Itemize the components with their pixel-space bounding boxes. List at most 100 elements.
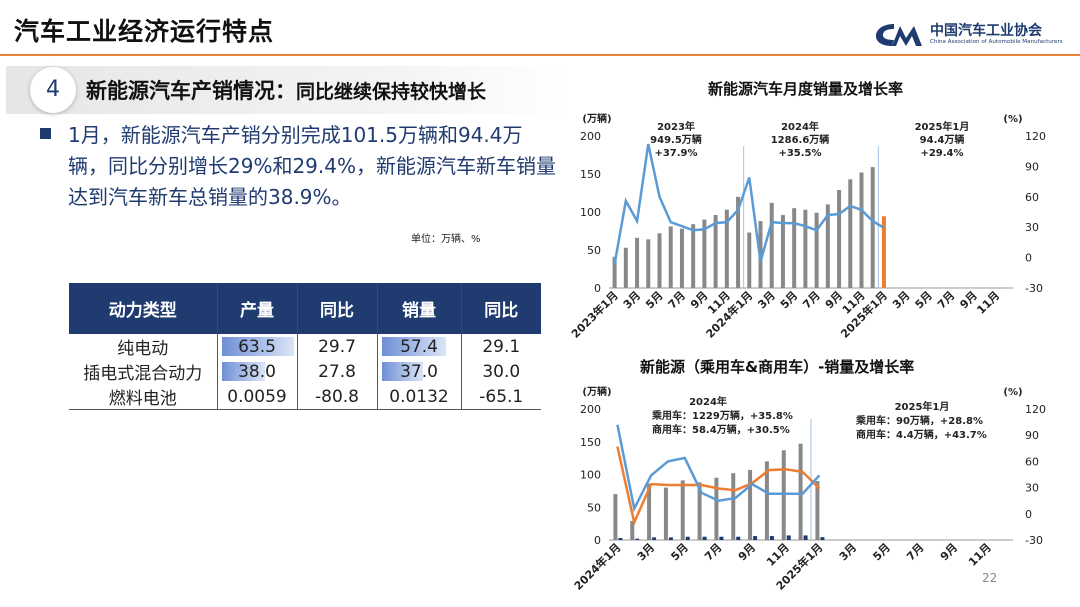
- cell-type: 燃料电池: [69, 384, 218, 410]
- chart1-xtick-label: 3月: [890, 289, 912, 311]
- cell-prod-yoy: 27.8: [297, 359, 378, 384]
- chart1-ytick-left: 100: [580, 206, 601, 219]
- table-row: 纯电动 63.5 29.7 57.4 29.1: [69, 334, 541, 359]
- chart2-xtick-label: 7月: [904, 541, 926, 563]
- chart1-bar: [848, 179, 853, 288]
- chart1-annotation-total: 949.5万辆: [650, 133, 702, 146]
- chart1-title: 新能源汽车月度销量及增长率: [708, 80, 904, 98]
- chart1-xtick-label: 3月: [755, 289, 777, 311]
- chart1-bar: [635, 237, 640, 288]
- org-logo: 中国汽车工业协会 China Association of Automobile…: [874, 18, 1074, 50]
- chart2-title: 新能源（乘用车&商用车）-销量及增长率: [640, 358, 915, 376]
- cell-type-value: 插电式混合动力: [83, 364, 203, 384]
- chart2-xtick-label: 9月: [736, 541, 758, 563]
- page-number: 22: [982, 571, 998, 585]
- chart1-xtick-label: 5月: [778, 289, 800, 311]
- chart1-bar: [736, 196, 741, 288]
- chart2-bar-commercial: [702, 536, 707, 540]
- cell-sales-value: 37.0: [400, 361, 438, 382]
- chart2-bar-commercial: [719, 536, 724, 540]
- chart2-bar-passenger: [748, 469, 753, 540]
- chart1-bar: [837, 189, 842, 288]
- chart1-ytick-left: 200: [580, 130, 601, 143]
- chart1-ylabel-right: (%): [1003, 114, 1022, 125]
- chart2-annotation-commercial: 商用车：4.4万辆，+43.7%: [856, 428, 987, 441]
- chart1-xtick-label: 7月: [935, 289, 957, 311]
- chart2-bar-passenger: [781, 450, 786, 540]
- chart2-bar-passenger: [630, 521, 635, 540]
- chart2-bar-commercial: [635, 538, 640, 540]
- header-divider: [0, 54, 1080, 56]
- cell-sales: 0.0132: [377, 384, 462, 410]
- chart2-bar-passenger: [714, 477, 719, 540]
- cell-sales-value: 0.0132: [389, 386, 449, 407]
- chart2-annotation-passenger: 乘用车：90万辆，+28.8%: [855, 414, 983, 427]
- cell-sales-yoy: -65.1: [461, 384, 541, 410]
- chart1-bar: [646, 239, 651, 288]
- section-title-sub: 同比继续保持较快增长: [296, 81, 487, 103]
- chart1-ytick-left: 50: [587, 244, 601, 257]
- chart1-bar: [679, 228, 684, 288]
- cell-production: 38.0: [217, 359, 298, 384]
- summary-text: 1月，新能源汽车产销分别完成101.5万辆和94.4万辆，同比分别增长29%和2…: [68, 123, 556, 209]
- cell-type: 纯电动: [69, 334, 218, 359]
- cell-sales-yoy: 30.0: [461, 359, 541, 384]
- table-unit-note: 单位：万辆、%: [411, 234, 481, 245]
- col-header-type: 动力类型: [69, 283, 218, 334]
- chart2-ytick-right: 0: [1025, 508, 1032, 521]
- chart2-xtick-label: 7月: [702, 541, 724, 563]
- chart2-bar-commercial: [618, 538, 623, 540]
- cell-sales: 37.0: [377, 359, 462, 384]
- table-row: 燃料电池 0.0059 -80.8 0.0132 -65.1: [69, 384, 541, 410]
- cell-prod-yoy-value: -80.8: [315, 386, 359, 407]
- chart1-ytick-right: -30: [1025, 282, 1043, 295]
- chart1-bar: [870, 167, 875, 288]
- cell-sales-yoy-value: -65.1: [479, 386, 524, 407]
- cell-production: 63.5: [217, 334, 298, 359]
- chart2-bar-commercial: [820, 537, 825, 540]
- cell-sales-yoy-value: 30.0: [482, 361, 521, 382]
- cell-sales-yoy-value: 29.1: [482, 336, 521, 357]
- chart1-bar: [668, 226, 673, 288]
- cell-production-value: 63.5: [238, 336, 276, 357]
- chart1-bar: [859, 172, 864, 288]
- cell-type: 插电式混合动力: [69, 359, 218, 384]
- chart1-ytick-right: 120: [1025, 130, 1046, 143]
- cell-prod-yoy-value: 29.7: [318, 336, 356, 357]
- chart1-ytick-right: 60: [1025, 191, 1039, 204]
- chart1-growth-line: [613, 143, 885, 265]
- chart2-bar-commercial: [736, 536, 741, 540]
- cell-prod-yoy-value: 27.8: [318, 361, 356, 382]
- chart1-xtick-label: 2023年1月: [568, 288, 621, 341]
- data-bar-fill: [381, 362, 424, 381]
- chart2-xtick-label: 5月: [668, 541, 690, 563]
- chart2-annotation-commercial: 商用车：58.4万辆，+30.5%: [652, 423, 790, 436]
- chart1-ytick-right: 90: [1025, 160, 1039, 173]
- chart1-bar: [713, 215, 718, 288]
- chart2-xtick-label: 2024年1月: [571, 540, 624, 593]
- col-header-prod-yoy: 同比: [297, 283, 378, 334]
- chart2-ylabel-right: (%): [1003, 387, 1022, 398]
- chart1-xtick-label: 5月: [643, 289, 665, 311]
- chart2-xtick-label: 3月: [837, 541, 859, 563]
- chart2-bar-passenger: [697, 482, 702, 540]
- logo-name-cn: 中国汽车工业协会: [930, 23, 1042, 39]
- chart1-bar: [803, 209, 808, 288]
- chart1-xtick-label: 7月: [666, 289, 688, 311]
- col-header-production: 产量: [217, 283, 298, 334]
- chart2-bar-passenger: [647, 483, 652, 540]
- chart1-bar: [769, 202, 774, 288]
- cell-type-value: 纯电动: [117, 339, 169, 359]
- chart2-ytick-left: 100: [580, 469, 601, 482]
- chart1-bar: [724, 209, 729, 288]
- chart2-xtick-label: 11月: [966, 541, 994, 569]
- chart2-ytick-left: 0: [594, 534, 601, 547]
- chart2-xtick-label: 3月: [635, 541, 657, 563]
- cell-type-value: 燃料电池: [108, 389, 177, 409]
- cell-prod-yoy: 29.7: [297, 334, 378, 359]
- chart2-bar-commercial: [668, 537, 673, 540]
- chart2-ytick-right: -30: [1025, 534, 1043, 547]
- chart1-ytick-right: 0: [1025, 252, 1032, 265]
- chart1-bar: [691, 224, 696, 288]
